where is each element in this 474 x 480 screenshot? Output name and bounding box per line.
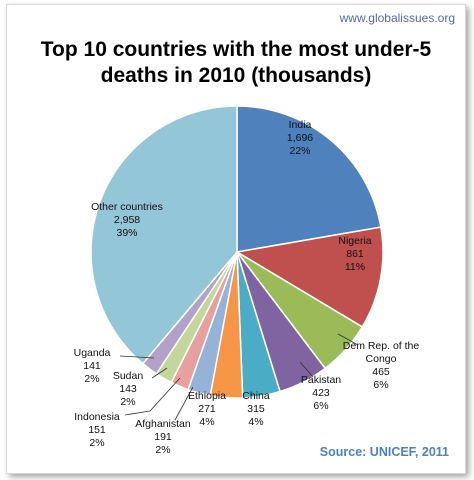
leader-line-dem-rep-of-the-congo	[337, 333, 359, 346]
slice-label-ethiopia: Ethiopia 271 4%	[188, 390, 226, 428]
leader-line-afghanistan	[174, 386, 194, 421]
slice-label-indonesia: Indonesia 151 2%	[74, 411, 120, 449]
chart-title-line1: Top 10 countries with the most under-5	[40, 38, 432, 61]
source-label: Source: UNICEF, 2011	[319, 445, 449, 459]
slice-label-other-countries: Other countries 2,958 39%	[91, 201, 163, 239]
slice-label-nigeria: Nigeria 861 11%	[338, 235, 371, 273]
slice-label-dem-rep-of-the-congo: Dem Rep. of the Congo 465 6%	[343, 340, 420, 391]
chart-title-line2: deaths in 2010 (thousands)	[100, 64, 372, 87]
slice-label-afghanistan: Afghanistan 191 2%	[135, 418, 191, 456]
slice-label-china: China 315 4%	[242, 390, 270, 428]
leader-line-uganda	[119, 355, 155, 359]
pie-slice-other-countries	[90, 105, 238, 365]
pie-slice-india	[236, 105, 382, 253]
slice-label-uganda: Uganda 141 2%	[74, 347, 111, 385]
leader-line-sudan	[151, 367, 168, 379]
slice-label-pakistan: Pakistan 423 6%	[301, 374, 341, 412]
leader-line-indonesia	[124, 377, 181, 416]
leader-line-pakistan	[299, 361, 314, 378]
pie-slice-nigeria	[234, 226, 384, 328]
slice-label-sudan: Sudan 143 2%	[113, 370, 144, 408]
slice-label-india: India 1,696 22%	[287, 119, 313, 157]
site-label: www.globalissues.org	[339, 11, 455, 25]
